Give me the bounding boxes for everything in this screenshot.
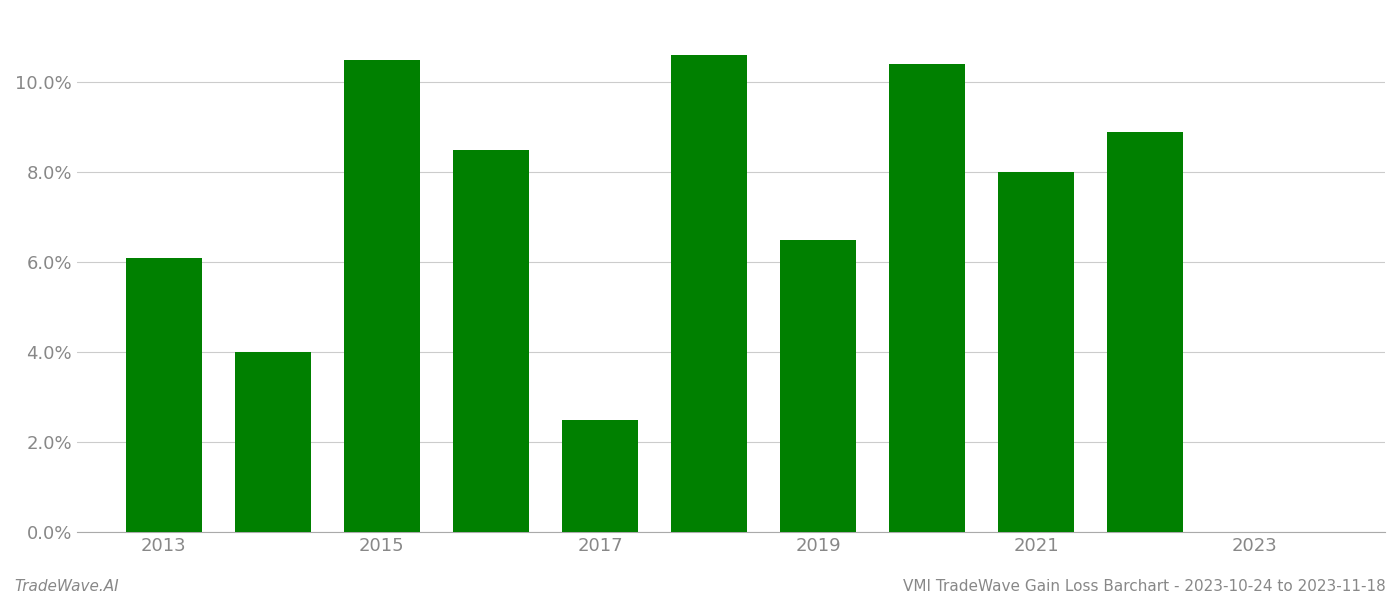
- Bar: [235, 352, 311, 532]
- Bar: [452, 150, 529, 532]
- Bar: [126, 258, 202, 532]
- Bar: [780, 240, 857, 532]
- Bar: [561, 420, 638, 532]
- Bar: [998, 172, 1074, 532]
- Text: VMI TradeWave Gain Loss Barchart - 2023-10-24 to 2023-11-18: VMI TradeWave Gain Loss Barchart - 2023-…: [903, 579, 1386, 594]
- Bar: [671, 55, 748, 532]
- Bar: [344, 60, 420, 532]
- Bar: [889, 64, 965, 532]
- Text: TradeWave.AI: TradeWave.AI: [14, 579, 119, 594]
- Bar: [1107, 132, 1183, 532]
